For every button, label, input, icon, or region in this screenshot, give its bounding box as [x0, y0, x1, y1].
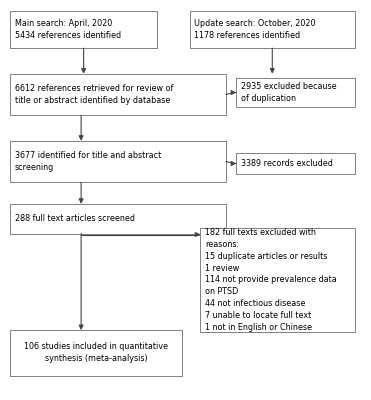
FancyBboxPatch shape [190, 11, 355, 48]
Text: 288 full text articles screened: 288 full text articles screened [14, 214, 135, 223]
FancyBboxPatch shape [200, 228, 355, 332]
Text: Main search: April, 2020
5434 references identified: Main search: April, 2020 5434 references… [14, 19, 121, 40]
Text: 2935 excluded because
of duplication: 2935 excluded because of duplication [241, 82, 336, 103]
Text: Update search: October, 2020
1178 references identified: Update search: October, 2020 1178 refere… [194, 19, 316, 40]
FancyBboxPatch shape [236, 78, 355, 107]
FancyBboxPatch shape [10, 11, 157, 48]
FancyBboxPatch shape [236, 153, 355, 174]
Text: 3389 records excluded: 3389 records excluded [241, 159, 333, 168]
Text: 3677 identified for title and abstract
screening: 3677 identified for title and abstract s… [14, 151, 161, 172]
Text: 6612 references retrieved for review of
title or abstract identified by database: 6612 references retrieved for review of … [14, 84, 173, 105]
FancyBboxPatch shape [10, 141, 226, 182]
FancyBboxPatch shape [10, 330, 183, 376]
Text: 182 full texts excluded with
reasons:
15 duplicate articles or results
1 review
: 182 full texts excluded with reasons: 15… [205, 228, 337, 332]
FancyBboxPatch shape [10, 204, 226, 234]
Text: 106 studies included in quantitative
synthesis (meta-analysis): 106 studies included in quantitative syn… [24, 342, 168, 363]
FancyBboxPatch shape [10, 74, 226, 115]
